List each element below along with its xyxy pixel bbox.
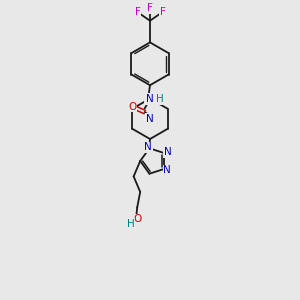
Text: F: F bbox=[147, 3, 153, 13]
Text: N: N bbox=[144, 142, 152, 152]
Text: H: H bbox=[127, 219, 134, 229]
Text: N: N bbox=[146, 114, 154, 124]
Text: H: H bbox=[156, 94, 164, 104]
Text: O: O bbox=[134, 214, 142, 224]
Text: O: O bbox=[128, 102, 136, 112]
Text: F: F bbox=[160, 8, 165, 17]
Text: F: F bbox=[135, 8, 140, 17]
Text: N: N bbox=[145, 94, 152, 104]
Text: N: N bbox=[146, 94, 154, 103]
Text: N: N bbox=[164, 147, 172, 157]
Text: N: N bbox=[164, 165, 171, 175]
